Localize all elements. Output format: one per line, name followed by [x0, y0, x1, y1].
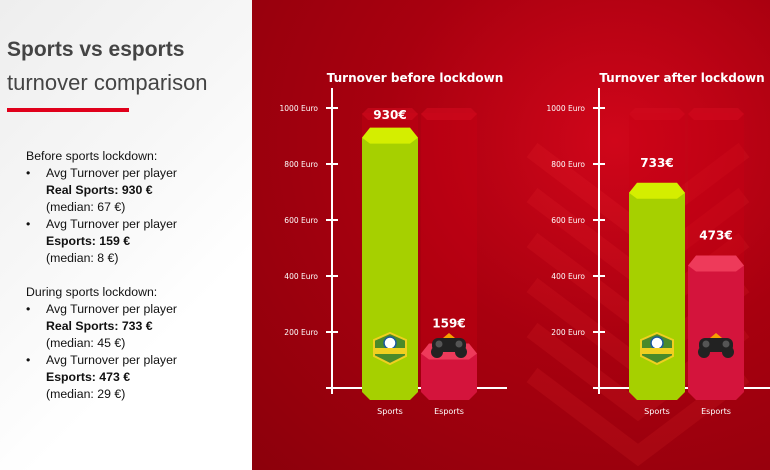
notes-section: During sports lockdown: Avg Turnover per … — [26, 284, 177, 403]
bar-charts: Turnover before lockdown 200 Euro 400 Euro… — [280, 71, 770, 467]
bar-esports — [688, 265, 744, 400]
ball-icon — [383, 336, 397, 350]
gamepad-grip — [722, 346, 734, 358]
bar-cap — [362, 127, 418, 144]
category-label: Sports — [644, 407, 670, 416]
gamepad-accent — [443, 333, 455, 338]
bullet-line: Avg Turnover per player — [46, 302, 178, 316]
chart-title: Turnover after lockdown — [599, 71, 764, 85]
bullet-item: Avg Turnover per player Esports: 473 € (me… — [26, 352, 177, 403]
chart-title: Turnover before lockdown — [327, 71, 504, 85]
notes-heading: During sports lockdown: — [26, 285, 158, 299]
y-tick-label: 1000 Euro — [280, 104, 319, 113]
gamepad-dpad — [435, 340, 443, 348]
gamepad-grip — [431, 346, 443, 358]
notes: Before sports lockdown: Avg Turnover per … — [26, 148, 177, 420]
ball-icon — [650, 336, 664, 350]
all-sports-badge-icon — [640, 331, 674, 366]
gamepad-icon — [698, 333, 734, 358]
chart-panel: Turnover before lockdown 200 Euro 400 Euro… — [252, 0, 770, 470]
all-sports-badge-icon — [373, 331, 407, 366]
background-chevron — [526, 367, 750, 467]
bar-sports — [362, 137, 418, 400]
bar-esports — [421, 353, 477, 400]
y-tick-label: 400 Euro — [551, 272, 585, 281]
gamepad-dpad — [702, 340, 710, 348]
bar-sports — [629, 192, 685, 400]
bullet-median: (median: 67 €) — [46, 200, 126, 214]
text-panel: Sports vs esports turnover comparison Be… — [0, 0, 252, 470]
bullet-median: (median: 29 €) — [46, 387, 126, 401]
y-tick-label: 200 Euro — [284, 328, 318, 337]
gamepad-grip — [455, 346, 467, 358]
data-label: 473€ — [699, 229, 732, 243]
bullet-bold: Real Sports: 930 € — [46, 183, 153, 197]
y-tick-label: 800 Euro — [284, 160, 318, 169]
title-underline — [7, 108, 129, 112]
gamepad-icon — [431, 333, 467, 358]
bullet-item: Avg Turnover per player Esports: 159 € (me… — [26, 216, 177, 267]
bullet-line: Avg Turnover per player — [46, 166, 178, 180]
bar-ghost-cap — [688, 108, 744, 120]
gamepad-buttons — [455, 340, 463, 348]
y-tick-label: 1000 Euro — [547, 104, 586, 113]
gamepad-accent — [710, 333, 722, 338]
bar-cap — [688, 255, 744, 272]
y-tick-label: 200 Euro — [551, 328, 585, 337]
bar-ghost-cap — [421, 108, 477, 120]
bar-cap — [629, 182, 685, 199]
data-label: 159€ — [432, 316, 465, 330]
bar-ghost-cap — [629, 108, 685, 120]
data-label: 930€ — [373, 108, 406, 122]
badge-ribbon — [375, 348, 405, 354]
y-tick-label: 600 Euro — [551, 216, 585, 225]
page-subtitle: turnover comparison — [7, 70, 208, 95]
category-label: Esports — [701, 407, 731, 416]
bullet-bold: Esports: 473 € — [46, 370, 131, 384]
category-label: Esports — [434, 407, 464, 416]
page-title: Sports vs esports — [7, 38, 185, 61]
y-tick-label: 600 Euro — [284, 216, 318, 225]
y-tick-label: 800 Euro — [551, 160, 585, 169]
notes-section: Before sports lockdown: Avg Turnover per … — [26, 148, 177, 267]
bullet-line: Avg Turnover per player — [46, 217, 178, 231]
bullet-median: (median: 8 €) — [46, 251, 119, 265]
bar-ghost-cap — [362, 108, 418, 120]
bullet-item: Avg Turnover per player Real Sports: 930 … — [26, 165, 177, 216]
bullet-bold: Esports: 159 € — [46, 234, 131, 248]
category-label: Sports — [377, 407, 403, 416]
bullet-item: Avg Turnover per player Real Sports: 733 … — [26, 301, 177, 352]
bullet-line: Avg Turnover per player — [46, 353, 178, 367]
bullet-bold: Real Sports: 733 € — [46, 319, 153, 333]
data-label: 733€ — [640, 156, 673, 170]
badge-ribbon — [642, 348, 672, 354]
gamepad-grip — [698, 346, 710, 358]
notes-heading: Before sports lockdown: — [26, 149, 158, 163]
gamepad-buttons — [722, 340, 730, 348]
bullet-median: (median: 45 €) — [46, 336, 126, 350]
y-tick-label: 400 Euro — [284, 272, 318, 281]
